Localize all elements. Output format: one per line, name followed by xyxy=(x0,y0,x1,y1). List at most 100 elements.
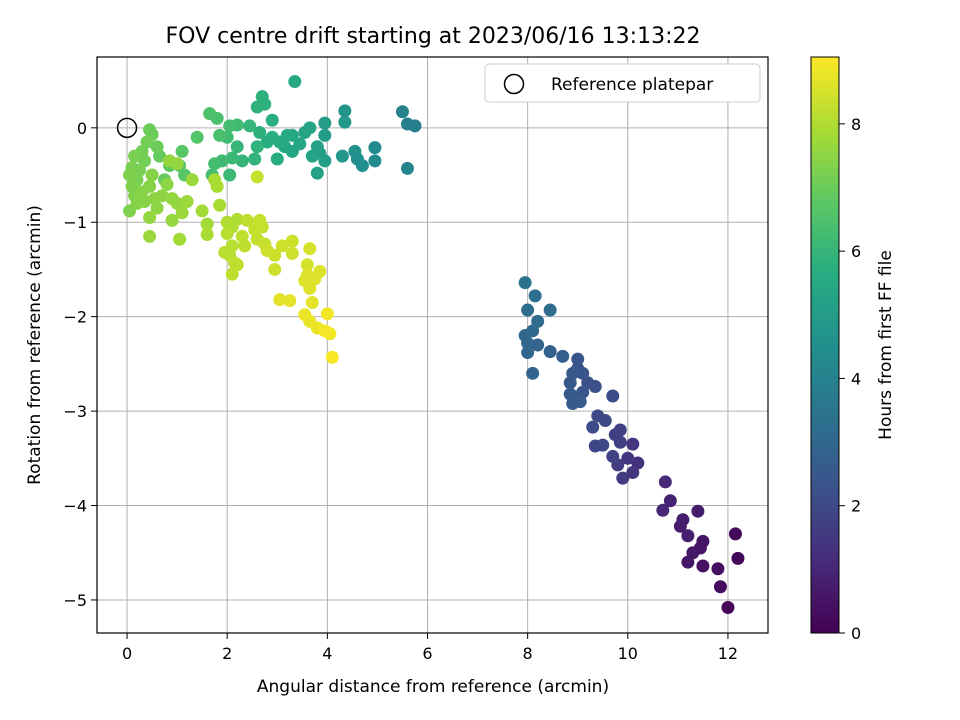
scatter-point xyxy=(200,228,214,242)
y-tick-label: −2 xyxy=(63,308,87,327)
scatter-point xyxy=(323,327,337,341)
y-tick-label: −4 xyxy=(63,497,87,516)
scatter-point xyxy=(230,212,244,226)
scatter-point xyxy=(145,168,159,182)
scatter-point xyxy=(348,144,362,158)
scatter-point xyxy=(521,303,535,317)
scatter-point xyxy=(223,168,237,182)
scatter-point xyxy=(518,276,532,290)
colorbar-tick-label: 0 xyxy=(851,624,861,643)
scatter-point xyxy=(175,144,189,158)
scatter-point xyxy=(203,107,217,121)
scatter-point xyxy=(691,504,705,518)
scatter-point xyxy=(255,90,269,104)
scatter-point xyxy=(606,449,620,463)
scatter-point xyxy=(180,194,194,208)
y-ticks: −5 −4 −3 −2 −1 0 xyxy=(63,119,97,610)
scatter-point xyxy=(591,409,605,423)
reference-marker xyxy=(116,117,138,139)
scatter-point xyxy=(696,534,710,548)
colorbar-gradient xyxy=(810,56,840,634)
x-tick-label: 6 xyxy=(422,644,432,663)
scatter-point xyxy=(150,140,164,154)
scatter-point xyxy=(123,168,137,182)
x-tick-label: 8 xyxy=(523,644,533,663)
scatter-point xyxy=(663,494,677,508)
scatter-point xyxy=(265,113,279,127)
scatter-point xyxy=(395,105,409,119)
x-ticks: 0 2 4 6 8 10 12 xyxy=(122,633,738,663)
x-tick-label: 10 xyxy=(618,644,638,663)
scatter-point xyxy=(230,140,244,154)
scatter-point xyxy=(288,75,302,89)
scatter-point xyxy=(563,376,577,390)
scatter-point xyxy=(285,234,299,248)
colorbar-tick-label: 6 xyxy=(851,242,861,261)
x-axis-label: Angular distance from reference (arcmin) xyxy=(257,677,609,697)
scatter-point xyxy=(531,314,545,328)
scatter-point xyxy=(606,389,620,403)
y-tick-label: −5 xyxy=(63,591,87,610)
scatter-point xyxy=(571,352,585,366)
scatter-point xyxy=(268,248,282,262)
scatter-point xyxy=(163,154,177,168)
scatter-point xyxy=(616,471,630,485)
scatter-point xyxy=(150,201,164,215)
scatter-point xyxy=(556,349,570,363)
scatter-point xyxy=(190,130,204,144)
scatter-point xyxy=(681,529,695,543)
scatter-point xyxy=(223,119,237,133)
scatter-point xyxy=(626,437,640,451)
scatter-point xyxy=(656,503,670,517)
points-layer xyxy=(123,75,745,615)
scatter-point xyxy=(248,152,262,166)
scatter-point xyxy=(573,395,587,409)
scatter-point xyxy=(208,157,222,171)
scatter-point xyxy=(138,194,152,208)
scatter-point xyxy=(521,346,535,360)
scatter-point xyxy=(225,151,239,165)
scatter-point xyxy=(318,128,332,142)
plot-frame xyxy=(96,56,769,634)
scatter-point xyxy=(658,475,672,489)
colorbar-ticks: 0 2 4 6 8 xyxy=(839,115,861,643)
scatter-point xyxy=(318,116,332,130)
scatter-point xyxy=(613,423,627,437)
scatter-point xyxy=(143,179,157,193)
scatter-point xyxy=(696,559,710,573)
x-tick-label: 4 xyxy=(322,644,332,663)
legend-label: Reference platepar xyxy=(551,75,713,95)
scatter-point xyxy=(225,267,239,281)
scatter-point xyxy=(285,246,299,260)
scatter-point xyxy=(235,229,249,243)
scatter-point xyxy=(160,177,174,191)
scatter-point xyxy=(228,256,242,270)
legend-marker xyxy=(503,73,525,95)
scatter-point xyxy=(400,161,414,175)
scatter-point xyxy=(305,296,319,310)
scatter-point xyxy=(400,117,414,131)
scatter-point xyxy=(728,527,742,541)
scatter-point xyxy=(368,141,382,155)
scatter-point xyxy=(143,211,157,225)
scatter-point xyxy=(298,126,312,140)
scatter-point xyxy=(681,555,695,569)
x-tick-label: 0 xyxy=(122,644,132,663)
scatter-point xyxy=(300,258,314,272)
scatter-point xyxy=(275,239,289,253)
scatter-point xyxy=(220,227,234,241)
scatter-point xyxy=(208,173,222,187)
scatter-point xyxy=(195,204,209,218)
scatter-point xyxy=(338,104,352,118)
scatter-point xyxy=(143,123,157,137)
chart-title: FOV centre drift starting at 2023/06/16 … xyxy=(166,24,701,49)
scatter-point xyxy=(268,262,282,276)
scatter-point xyxy=(305,149,319,163)
scatter-point xyxy=(283,294,297,308)
x-tick-label: 2 xyxy=(222,644,232,663)
scatter-point xyxy=(528,289,542,303)
scatter-point xyxy=(325,350,339,364)
scatter-point xyxy=(626,465,640,479)
scatter-point xyxy=(213,128,227,142)
